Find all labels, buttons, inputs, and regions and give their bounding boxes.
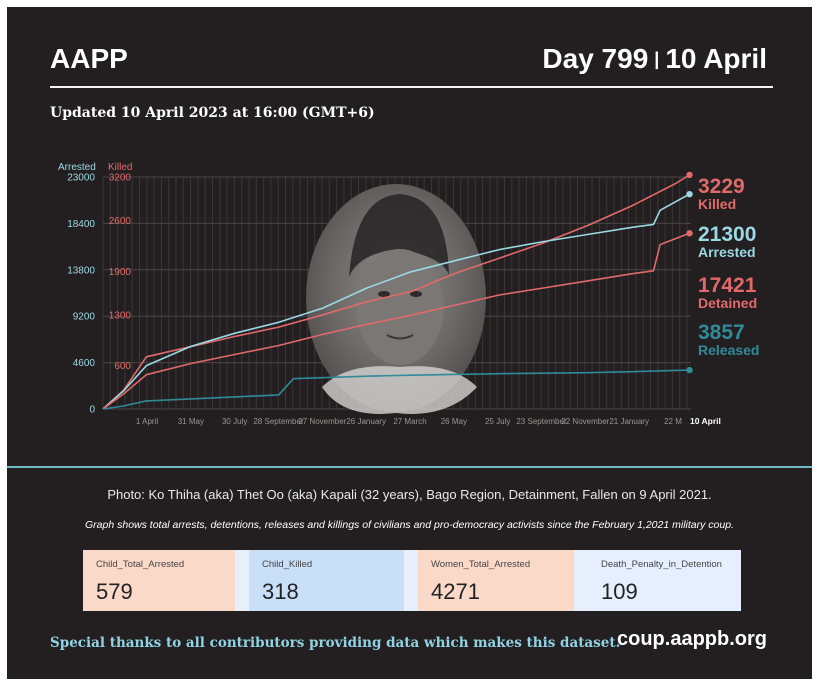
killed-tick-label: 2600 [109,216,132,227]
card-gap [574,550,588,611]
killed-tick-label: 600 [114,361,131,372]
updated-timestamp: Updated 10 April 2023 at 16:00 (GMT+6) [50,105,375,121]
end-label-detained: Detained [698,295,757,311]
series-line-detained [102,232,690,410]
arrested-tick-label: 9200 [73,312,96,323]
x-tick-label: 31 May [178,417,204,426]
brand-title: AAPP [50,43,128,74]
portrait-mouth [386,334,414,340]
series-line-killed [102,174,690,410]
x-end-label: 10 April [690,416,721,426]
day-separator: | [654,49,660,69]
end-value-detained: 17421 [698,274,757,297]
x-tick-label: 27 March [393,417,426,426]
x-tick-label: 26 January [346,417,386,426]
card-label: Child_Total_Arrested [96,559,185,570]
infographic-panel: AAPP Day 799 | 10 April Updated 10 April 2… [7,7,812,679]
x-tick-label: 22 M [664,417,682,426]
end-label-killed: Killed [698,196,736,212]
end-value-killed: 3229 [698,175,745,198]
card-women-total-arrested: Women_Total_Arrested 4271 [418,550,574,611]
series-line-released [102,369,690,410]
site-url[interactable]: coup.aappb.org [617,628,767,650]
arrested-tick-label: 18400 [67,219,95,230]
end-label-arrested: Arrested [698,244,756,260]
arrested-tick-label: 4600 [73,358,96,369]
card-gap [235,550,249,611]
date-label: 10 April [665,43,767,74]
header-rule [50,86,773,88]
card-child-total-arrested: Child_Total_Arrested 579 [83,550,235,611]
portrait-face [356,249,444,365]
arrested-tick-label: 0 [89,405,95,416]
x-tick-label: 30 July [222,417,247,426]
card-value: 579 [96,579,133,604]
series-end-dot-released [686,366,693,374]
end-value-released: 3857 [698,321,745,344]
x-tick-label: 25 July [485,417,510,426]
killed-axis-title: Killed [108,162,132,173]
graph-description: Graph shows total arrests, detentions, r… [85,519,734,531]
series-end-dot-detained [686,230,693,237]
x-tick-label: 1 April [136,417,158,426]
x-tick-label: 21 January [609,417,649,426]
cumulative-line-chart: 0 4600 9200 13800 18400 23000 600 1300 1900 2600 3… [58,162,759,426]
card-value: 4271 [431,579,480,604]
card-child-killed: Child_Killed 318 [249,550,404,611]
day-counter: Day 799 | 10 April [542,43,767,75]
card-value: 109 [601,579,638,604]
portrait-eye [410,291,422,297]
portrait-hair [349,194,449,277]
end-value-arrested: 21300 [698,223,756,246]
series-end-dot-arrested [686,190,693,198]
x-tick-label: 28 September [253,417,304,426]
killed-tick-label: 1300 [109,310,132,321]
x-tick-label: 26 May [441,417,467,426]
arrested-tick-label: 13800 [67,265,95,276]
card-label: Women_Total_Arrested [431,559,531,570]
arrested-tick-label: 23000 [67,173,95,184]
card-value: 318 [262,579,299,604]
card-label: Child_Killed [262,559,313,570]
arrested-axis-title: Arrested [58,162,96,173]
portrait-eye [378,291,390,297]
portrait-shirt [322,366,477,414]
stats-cards: Child_Total_Arrested 579 Child_Killed 31… [83,550,741,611]
killed-tick-label: 1900 [109,267,132,278]
section-divider [7,466,812,468]
killed-tick-label: 3200 [109,173,132,184]
x-tick-label: 27 November [298,417,346,426]
end-label-released: Released [698,342,759,358]
card-death-penalty: Death_Penalty_in_Detention 109 [588,550,741,611]
series-line-arrested [102,193,690,410]
thanks-note: Special thanks to all contributors provi… [50,635,621,651]
card-gap [404,550,418,611]
card-label: Death_Penalty_in_Detention [601,559,722,570]
x-tick-label: 22 November [561,417,609,426]
x-tick-label: 23 September [516,417,567,426]
photo-caption: Photo: Ko Thiha (aka) Thet Oo (aka) Kapa… [107,487,712,502]
series-end-dot-killed [686,171,693,179]
day-label: Day 799 [542,43,649,74]
